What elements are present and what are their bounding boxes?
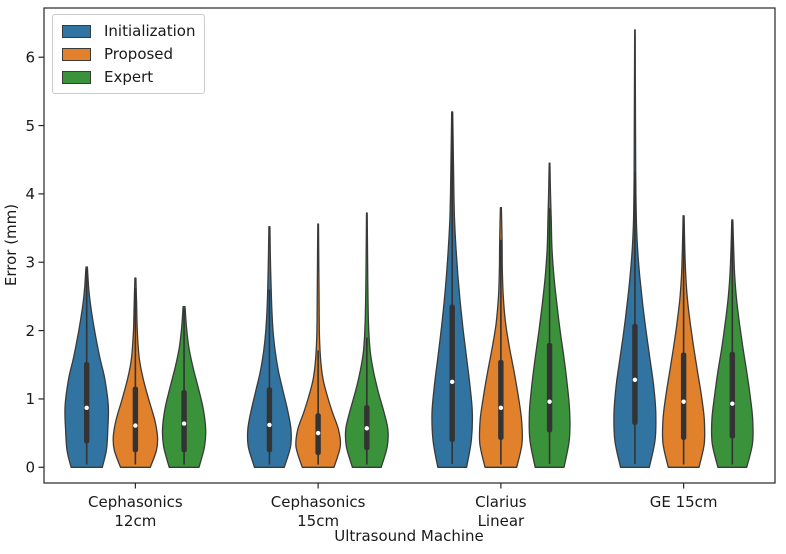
legend-label-proposed: Proposed [104, 45, 174, 63]
iqr-box [83, 362, 90, 444]
legend-swatch-initialization [62, 24, 91, 38]
legend: Initialization Proposed Expert [52, 14, 205, 94]
y-tick-label: 4 [25, 185, 35, 203]
iqr-box [266, 387, 273, 453]
y-tick-label: 6 [25, 48, 35, 66]
median-dot [84, 405, 89, 411]
y-axis-label: Error (mm) [2, 204, 20, 286]
iqr-box [181, 390, 187, 453]
legend-item-initialization: Initialization [62, 22, 196, 40]
median-dot [364, 426, 370, 431]
median-dot [681, 399, 686, 404]
y-tick-label: 1 [25, 390, 35, 408]
x-tick-label: GE 15cm [650, 493, 718, 511]
iqr-box [132, 386, 139, 453]
legend-label-expert: Expert [104, 68, 154, 86]
median-dot [267, 422, 272, 428]
median-dot [498, 405, 504, 411]
iqr-box [449, 304, 455, 442]
x-tick-label: Cephasonics 12cm [88, 493, 183, 530]
plot-area: 0 1 2 3 4 5 6 Cephasonics 12cm Cephasonics 15cm Cla… [25, 7, 776, 530]
legend-label-initialization: Initialization [104, 22, 196, 40]
violin-1-proposed [295, 223, 342, 468]
legend-swatch-proposed [62, 47, 91, 61]
x-tick-label: Clarius Linear [475, 493, 527, 530]
iqr-box [546, 342, 553, 433]
median-dot [181, 421, 187, 426]
legend-swatch-expert [62, 70, 91, 84]
y-tick-label: 5 [25, 117, 35, 135]
median-dot [547, 399, 552, 404]
y-tick-label: 2 [25, 322, 35, 340]
iqr-box [729, 351, 736, 439]
legend-item-proposed: Proposed [62, 46, 194, 62]
legend-item-expert: Expert [62, 69, 194, 85]
iqr-box [498, 359, 504, 440]
iqr-box [632, 323, 638, 425]
y-tick-label: 0 [25, 458, 35, 476]
y-tick-label: 3 [25, 253, 35, 271]
x-tick-label: Cephasonics 15cm [271, 493, 366, 530]
median-dot [730, 401, 735, 406]
x-axis-label: Ultrasound Machine [334, 527, 483, 545]
median-dot [449, 379, 455, 385]
median-dot [315, 430, 321, 436]
iqr-box [680, 352, 687, 440]
plot-border [43, 7, 776, 484]
median-dot [632, 377, 638, 382]
median-dot [133, 423, 138, 428]
